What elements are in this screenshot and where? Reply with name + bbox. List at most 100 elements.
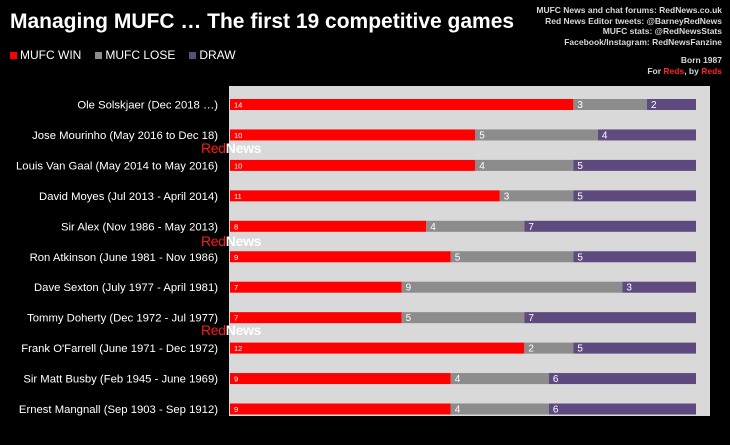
category-label: Tommy Doherty (Dec 1972 - Jul 1977) bbox=[27, 313, 218, 325]
data-label-draw: 6 bbox=[553, 374, 559, 385]
data-label-draw: 3 bbox=[626, 283, 632, 294]
credit-stats: MUFC stats: @RedNewsStats bbox=[602, 26, 722, 36]
legend-item-draw: DRAW bbox=[189, 48, 236, 62]
bar-draw bbox=[524, 220, 696, 232]
data-label-win: 8 bbox=[234, 222, 238, 231]
rednews-watermark: RedNews bbox=[201, 233, 262, 249]
credits: MUFC News and chat forums: RedNews.co.uk… bbox=[536, 5, 722, 76]
legend-swatch-draw bbox=[189, 51, 197, 59]
credit-social: Facebook/Instagram: RedNewsFanzine bbox=[564, 36, 722, 47]
rednews-watermark: RedNews bbox=[201, 140, 262, 156]
data-label-lose: 4 bbox=[479, 161, 485, 172]
bar-lose bbox=[475, 159, 574, 171]
category-label: Sir Matt Busby (Feb 1945 - June 1969) bbox=[23, 374, 218, 386]
data-label-lose: 4 bbox=[430, 222, 436, 233]
bar-lose bbox=[450, 403, 549, 415]
bar-win bbox=[230, 159, 476, 171]
bar-win bbox=[230, 342, 525, 354]
category-label: Frank O'Farrell (June 1971 - Dec 1972) bbox=[21, 343, 218, 355]
category-label: Louis Van Gaal (May 2014 to May 2016) bbox=[16, 160, 218, 172]
bar-win bbox=[230, 190, 500, 202]
data-label-win: 7 bbox=[234, 314, 238, 323]
data-label-lose: 5 bbox=[406, 313, 412, 324]
credit-tagline: For Reds, by Reds bbox=[647, 65, 722, 76]
data-label-win: 9 bbox=[234, 405, 238, 414]
legend-swatch-win bbox=[10, 51, 17, 59]
plot-area bbox=[229, 86, 710, 416]
data-label-lose: 3 bbox=[577, 100, 583, 111]
bar-draw bbox=[548, 373, 696, 385]
category-label: Ernest Mangnall (Sep 1903 - Sep 1912) bbox=[19, 404, 218, 416]
bar-lose bbox=[475, 129, 598, 141]
data-label-win: 9 bbox=[234, 253, 238, 262]
bar-draw bbox=[573, 342, 696, 354]
legend-swatch-lose bbox=[95, 51, 103, 59]
bar-draw bbox=[597, 129, 696, 141]
credit-forums: MUFC News and chat forums: RedNews.co.uk bbox=[536, 5, 722, 15]
category-label: Ron Atkinson (June 1981 - Nov 1986) bbox=[30, 252, 219, 264]
legend: MUFC WIN MUFC LOSE DRAW bbox=[10, 48, 236, 62]
bar-lose bbox=[450, 251, 574, 263]
bar-win bbox=[230, 281, 402, 293]
bar-win bbox=[230, 403, 451, 415]
data-label-draw: 5 bbox=[577, 344, 583, 355]
data-label-win: 9 bbox=[234, 375, 238, 384]
category-label: Ole Solskjaer (Dec 2018 …) bbox=[77, 100, 218, 112]
data-label-win: 10 bbox=[234, 161, 242, 170]
category-label: David Moyes (Jul 2013 - April 2014) bbox=[39, 191, 218, 203]
bar-win bbox=[230, 220, 427, 232]
data-label-draw: 5 bbox=[577, 252, 583, 263]
data-label-lose: 4 bbox=[455, 405, 461, 416]
bar-lose bbox=[426, 220, 525, 232]
bar-win bbox=[230, 251, 451, 263]
legend-label-win: MUFC WIN bbox=[20, 48, 82, 62]
legend-label-lose: MUFC LOSE bbox=[105, 48, 176, 62]
chart-title: Managing MUFC … The first 19 competitive… bbox=[10, 10, 515, 33]
data-label-draw: 5 bbox=[577, 191, 583, 202]
bar-lose bbox=[524, 342, 574, 354]
data-label-lose: 9 bbox=[406, 283, 412, 294]
bar-lose bbox=[499, 190, 574, 202]
data-label-draw: 4 bbox=[602, 130, 608, 141]
legend-item-win: MUFC WIN bbox=[10, 48, 81, 62]
bar-draw bbox=[573, 251, 696, 263]
category-label: Sir Alex (Nov 1986 - May 2013) bbox=[61, 221, 218, 233]
credit-editor: Red News Editor tweets: @BarneyRedNews bbox=[545, 15, 722, 26]
data-label-win: 11 bbox=[234, 192, 242, 201]
bar-draw bbox=[573, 159, 696, 171]
rednews-watermark: RedNews bbox=[201, 322, 262, 338]
credit-born: Born 1987 bbox=[680, 55, 722, 65]
bar-lose bbox=[401, 312, 525, 324]
data-label-draw: 7 bbox=[528, 222, 534, 233]
bar-win bbox=[230, 312, 402, 324]
bar-win bbox=[230, 129, 476, 141]
data-label-draw: 7 bbox=[528, 313, 534, 324]
data-label-win: 10 bbox=[234, 131, 242, 140]
bar-lose bbox=[401, 281, 623, 293]
data-label-lose: 3 bbox=[504, 191, 510, 202]
bar-win bbox=[230, 99, 574, 110]
data-label-draw: 6 bbox=[553, 405, 559, 416]
data-label-win: 12 bbox=[234, 344, 242, 353]
data-label-lose: 5 bbox=[479, 130, 485, 141]
bar-draw bbox=[622, 281, 696, 293]
bar-draw bbox=[524, 312, 696, 324]
bar-lose bbox=[450, 373, 549, 385]
legend-item-lose: MUFC LOSE bbox=[95, 48, 175, 62]
category-label: Jose Mourinho (May 2016 to Dec 18) bbox=[32, 130, 218, 142]
data-label-lose: 5 bbox=[455, 252, 461, 263]
category-label: Dave Sexton (July 1977 - April 1981) bbox=[34, 282, 218, 294]
data-label-lose: 4 bbox=[455, 374, 461, 385]
bar-draw bbox=[573, 190, 696, 202]
legend-label-draw: DRAW bbox=[199, 48, 236, 62]
data-label-win: 7 bbox=[234, 283, 238, 292]
data-label-draw: 5 bbox=[577, 161, 583, 172]
bar-win bbox=[230, 373, 451, 385]
bar-draw bbox=[548, 403, 696, 415]
data-label-lose: 2 bbox=[528, 344, 534, 355]
bar-lose bbox=[573, 99, 647, 110]
data-label-win: 14 bbox=[234, 101, 242, 110]
data-label-draw: 2 bbox=[651, 100, 657, 111]
bar-draw bbox=[646, 99, 696, 110]
